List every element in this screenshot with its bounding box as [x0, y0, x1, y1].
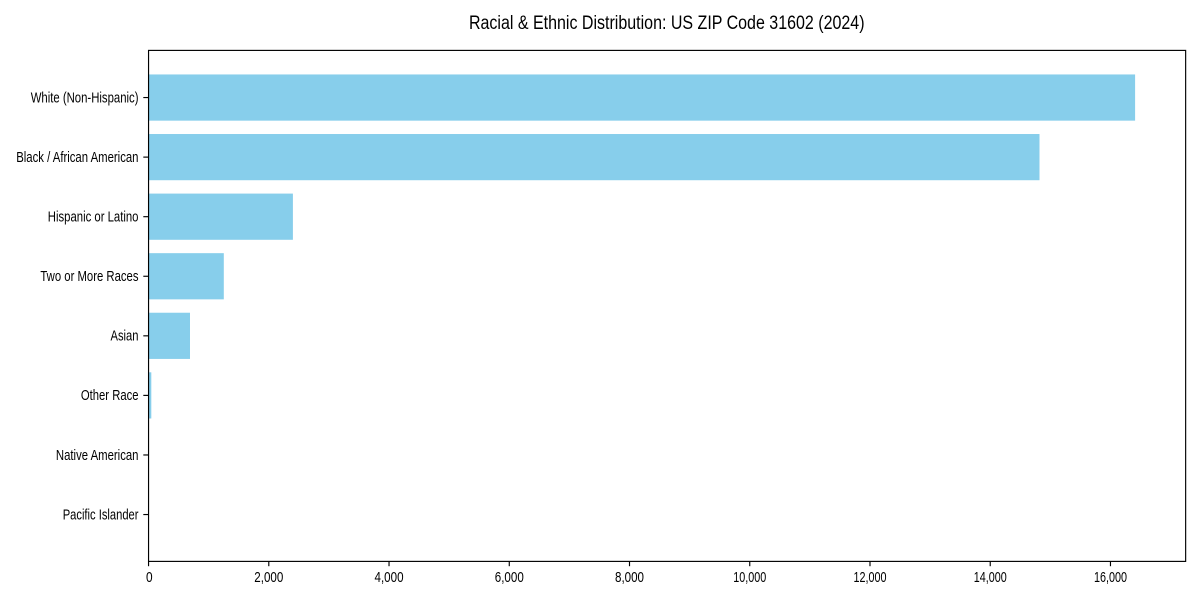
- svg-text:Pacific Islander: Pacific Islander: [63, 507, 139, 523]
- svg-text:0: 0: [146, 570, 153, 586]
- svg-text:16,000: 16,000: [1094, 570, 1127, 586]
- svg-text:Racial & Ethnic Distribution:: Racial & Ethnic Distribution: US ZIP Cod…: [469, 13, 865, 34]
- svg-text:2,000: 2,000: [254, 570, 283, 586]
- svg-text:14,000: 14,000: [974, 570, 1007, 586]
- svg-text:Native American: Native American: [56, 448, 139, 464]
- svg-text:Asian: Asian: [111, 329, 139, 345]
- svg-text:Two or More Races: Two or More Races: [40, 269, 138, 285]
- svg-text:8,000: 8,000: [615, 570, 644, 586]
- svg-text:10,000: 10,000: [733, 570, 766, 586]
- svg-text:12,000: 12,000: [853, 570, 886, 586]
- svg-text:Other Race: Other Race: [81, 388, 139, 404]
- svg-text:4,000: 4,000: [375, 570, 404, 586]
- svg-text:Hispanic or Latino: Hispanic or Latino: [48, 209, 139, 225]
- svg-text:6,000: 6,000: [495, 570, 524, 586]
- svg-text:Black / African American: Black / African American: [16, 150, 138, 166]
- svg-text:White (Non-Hispanic): White (Non-Hispanic): [31, 90, 139, 106]
